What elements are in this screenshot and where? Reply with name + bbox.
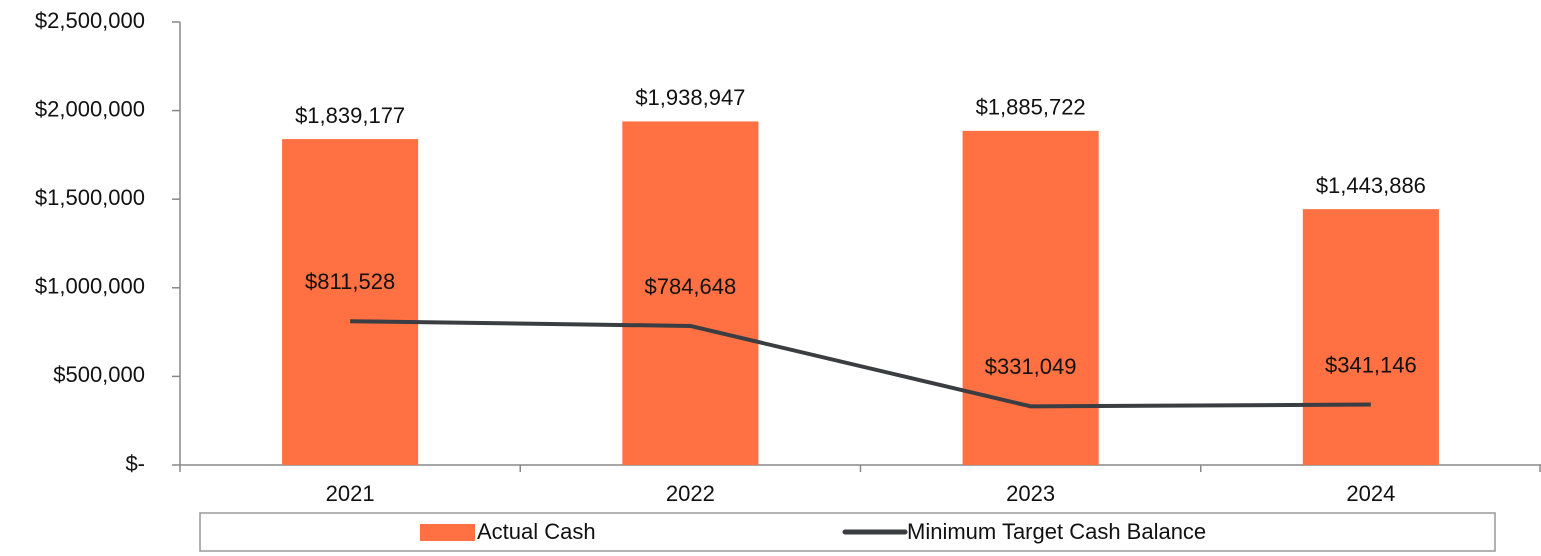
y-tick-label: $- — [125, 451, 145, 476]
line-value-label: $811,528 — [305, 269, 395, 294]
y-tick-label: $500,000 — [53, 362, 145, 387]
bar-value-label: $1,839,177 — [295, 103, 405, 128]
bar — [282, 139, 419, 465]
bar-value-label: $1,443,886 — [1316, 173, 1426, 198]
legend-label: Actual Cash — [477, 519, 596, 544]
x-tick-label: 2022 — [666, 481, 715, 506]
line-value-label: $784,648 — [644, 274, 736, 299]
bar-value-label: $1,885,722 — [976, 95, 1086, 120]
line-value-label: $331,049 — [985, 354, 1077, 379]
bar — [622, 121, 759, 466]
y-tick-label: $1,000,000 — [35, 274, 145, 299]
y-tick-label: $2,500,000 — [35, 8, 145, 33]
bar — [1302, 209, 1439, 465]
bar-value-label: $1,938,947 — [635, 85, 745, 110]
line — [350, 319, 1371, 409]
x-tick-label: 2023 — [1006, 481, 1055, 506]
y-tick-label: $1,500,000 — [35, 185, 145, 210]
line-value-label: $341,146 — [1325, 352, 1417, 377]
x-tick-label: 2024 — [1346, 481, 1395, 506]
x-tick-label: 2021 — [326, 481, 375, 506]
legend-swatch — [420, 524, 475, 541]
bar — [962, 130, 1099, 465]
legend-label: Minimum Target Cash Balance — [907, 519, 1206, 544]
y-tick-label: $2,000,000 — [35, 96, 145, 121]
